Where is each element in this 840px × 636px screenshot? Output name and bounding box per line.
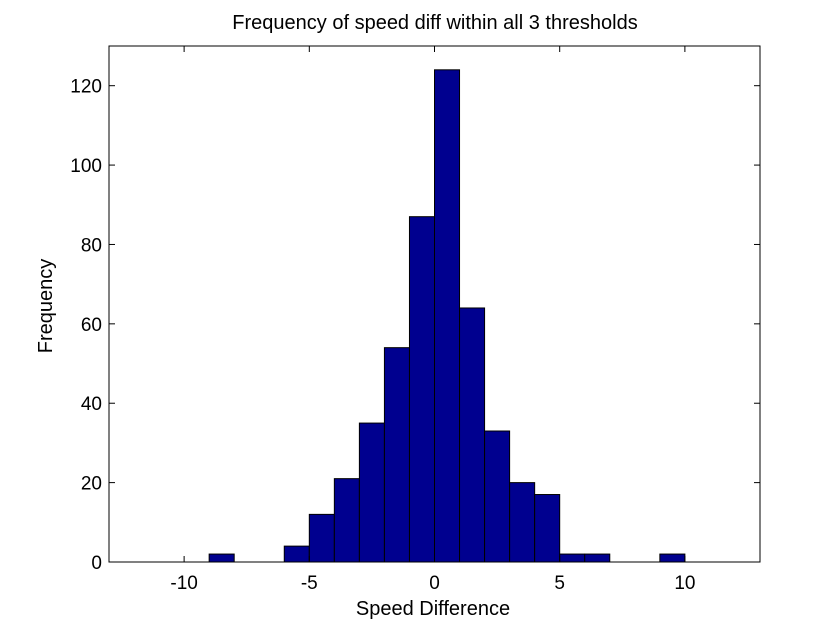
histogram-bar-11 bbox=[484, 430, 511, 563]
y-tick-label: 100 bbox=[70, 156, 102, 177]
y-tick-label: 20 bbox=[81, 474, 102, 495]
y-tick-label: 120 bbox=[70, 77, 102, 98]
x-tick-label: 10 bbox=[674, 573, 695, 594]
histogram-bar-8 bbox=[408, 216, 436, 563]
x-tick-label: -10 bbox=[170, 573, 197, 594]
histogram-bar-14 bbox=[559, 553, 586, 563]
chart-title: Frequency of speed diff within all 3 thr… bbox=[232, 12, 637, 34]
histogram-bar-3 bbox=[283, 545, 310, 563]
x-axis-label: Speed Difference bbox=[356, 598, 510, 620]
x-tick-label: 0 bbox=[429, 573, 440, 594]
y-tick-label: 40 bbox=[81, 394, 102, 415]
y-tick-label: 60 bbox=[81, 315, 102, 336]
histogram-bar-4 bbox=[308, 513, 335, 563]
x-tick-label: 5 bbox=[554, 573, 565, 594]
histogram-bar-10 bbox=[459, 307, 486, 563]
histogram-bar-12 bbox=[509, 482, 536, 563]
x-tick-label: -5 bbox=[301, 573, 318, 594]
y-axis-label: Frequency bbox=[35, 259, 57, 354]
histogram-bar-7 bbox=[383, 347, 410, 563]
histogram-bar-9 bbox=[434, 69, 461, 563]
histogram-bar-0 bbox=[208, 553, 235, 563]
histogram-bar-5 bbox=[333, 478, 360, 563]
y-tick-label: 0 bbox=[91, 553, 102, 574]
y-tick-label: 80 bbox=[81, 235, 102, 256]
histogram-bar-15 bbox=[584, 553, 611, 563]
histogram-bar-13 bbox=[534, 494, 561, 563]
histogram-bar-18 bbox=[659, 553, 686, 563]
histogram-bar-6 bbox=[358, 422, 385, 563]
